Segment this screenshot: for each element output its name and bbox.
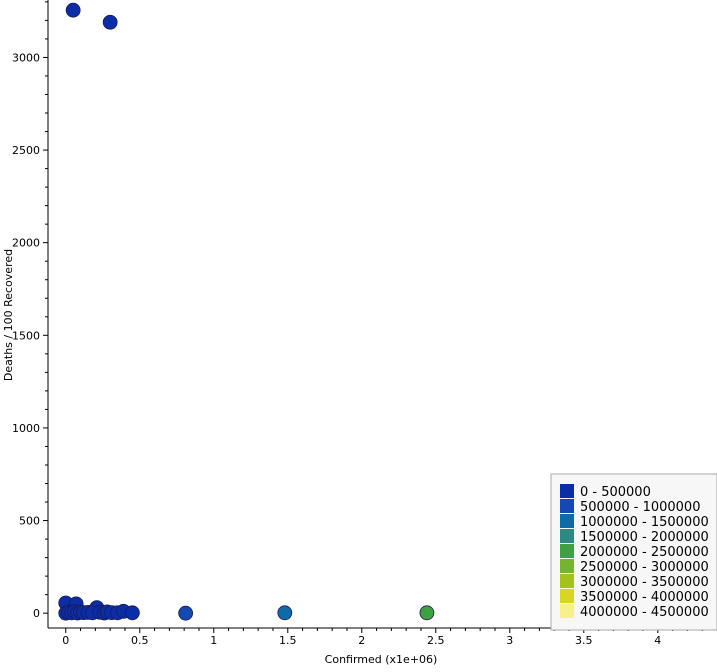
data-point xyxy=(277,605,293,621)
y-tick-label: 0 xyxy=(33,607,40,620)
x-tick-label: 2 xyxy=(358,634,365,647)
x-tick-label: 4 xyxy=(654,634,661,647)
x-tick-label: 3.5 xyxy=(575,634,593,647)
y-tick-label: 3000 xyxy=(12,51,40,64)
legend-swatch xyxy=(560,574,574,588)
y-tick-label: 1000 xyxy=(12,422,40,435)
legend-swatch xyxy=(560,484,574,498)
legend-label: 0 - 500000 xyxy=(580,485,651,500)
legend-swatch xyxy=(560,604,574,618)
legend-swatch xyxy=(560,559,574,573)
y-tick-label: 1500 xyxy=(12,329,40,342)
x-tick-label: 3 xyxy=(506,634,513,647)
x-tick-label: 1 xyxy=(210,634,217,647)
y-tick-label: 2500 xyxy=(12,144,40,157)
legend-swatch xyxy=(560,544,574,558)
legend-label: 500000 - 1000000 xyxy=(580,500,700,515)
legend-label: 1500000 - 2000000 xyxy=(580,530,709,545)
y-axis-title: Deaths / 100 Recovered xyxy=(2,249,15,381)
x-tick-label: 1.5 xyxy=(279,634,297,647)
data-point xyxy=(419,605,435,621)
data-point xyxy=(102,14,118,30)
legend-swatch xyxy=(560,589,574,603)
x-tick-label: 2.5 xyxy=(427,634,445,647)
y-tick-label: 2000 xyxy=(12,237,40,250)
legend-box xyxy=(550,473,717,631)
legend-label: 4000000 - 4500000 xyxy=(580,605,709,620)
legend-label: 3500000 - 4000000 xyxy=(580,590,709,605)
data-point xyxy=(124,605,140,621)
y-tick-label: 500 xyxy=(19,515,40,528)
x-tick-label: 0.5 xyxy=(131,634,149,647)
axes: 0 500 1000 1500 2000 2500 3000 0 0.5 1 1.5 2 2.5 3 3.5… xyxy=(12,0,717,647)
legend-label: 2500000 - 3000000 xyxy=(580,560,709,575)
x-axis-title: Confirmed (x1e+06) xyxy=(325,653,438,666)
legend-label: 2000000 - 2500000 xyxy=(580,545,709,560)
legend-label: 1000000 - 1500000 xyxy=(580,515,709,530)
x-tick-label: 0 xyxy=(62,634,69,647)
legend-swatch xyxy=(560,529,574,543)
legend-swatch xyxy=(560,514,574,528)
data-point xyxy=(178,605,194,621)
data-point xyxy=(65,2,81,18)
legend-label: 3000000 - 3500000 xyxy=(580,575,709,590)
legend-swatch xyxy=(560,499,574,513)
